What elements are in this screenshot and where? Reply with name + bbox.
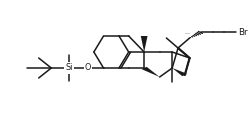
Polygon shape <box>142 67 160 77</box>
Text: Si: Si <box>65 63 72 72</box>
Polygon shape <box>172 68 187 76</box>
Text: O: O <box>85 63 91 72</box>
Text: ···: ··· <box>184 31 190 36</box>
Polygon shape <box>141 36 148 52</box>
Text: Br: Br <box>238 28 248 37</box>
